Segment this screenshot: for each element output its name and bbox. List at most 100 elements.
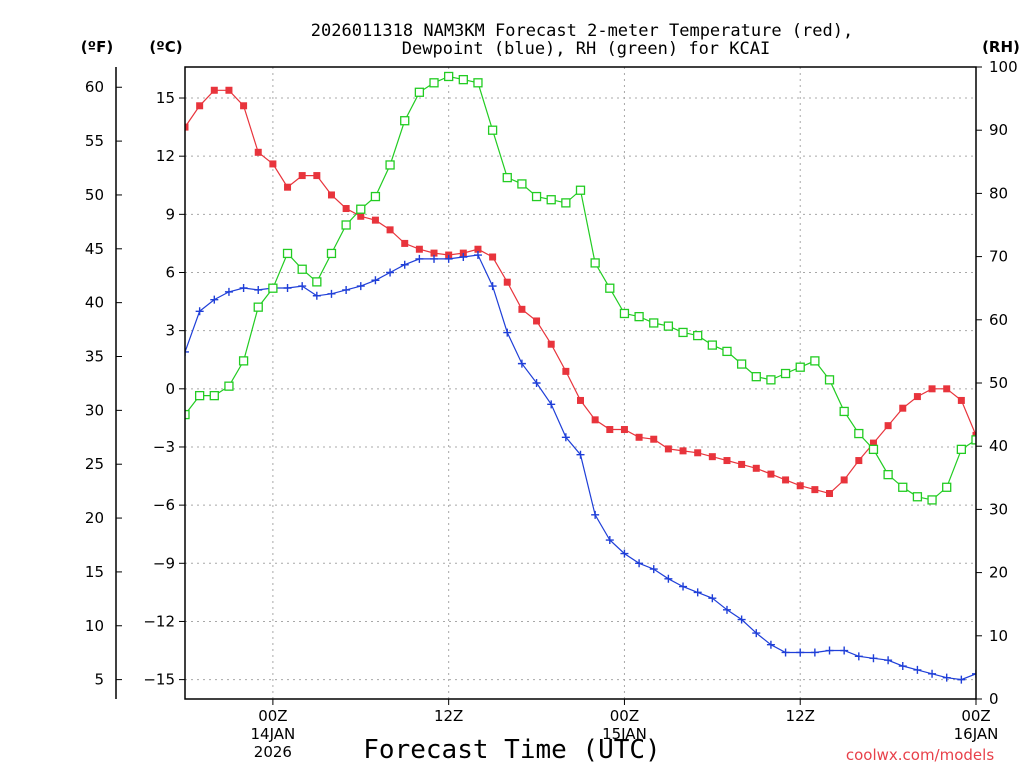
dewpoint-point	[254, 285, 263, 294]
rh-point	[927, 495, 937, 505]
rh-point	[956, 444, 967, 455]
dewpoint-point	[840, 646, 849, 655]
chart-title-line2: Dewpoint (blue), RH (green) for KCAI	[402, 39, 770, 59]
rh-point	[546, 195, 556, 205]
temperature-point	[196, 102, 204, 110]
dewpoint-point	[473, 251, 482, 260]
dewpoint-point	[195, 307, 204, 316]
temperature-point	[547, 340, 555, 348]
dewpoint-point	[371, 276, 380, 285]
rh-point	[561, 198, 571, 208]
rh-tick-label: 90	[989, 121, 1008, 139]
temperature-point	[811, 486, 819, 494]
rh-point	[356, 204, 366, 214]
dewpoint-point	[185, 347, 189, 356]
rh-tick-label: 60	[989, 311, 1008, 329]
dewpoint-point	[649, 565, 658, 574]
series-line-rh	[185, 75, 976, 501]
celsius-tick-label: 9	[165, 205, 175, 223]
rh-point	[883, 469, 893, 480]
temperature-point	[752, 464, 760, 472]
fahrenheit-tick-label: 20	[85, 509, 104, 527]
temperature-point	[298, 172, 306, 180]
temperature-point	[577, 396, 584, 404]
temperature-point	[269, 160, 277, 168]
celsius-tick-label: 12	[156, 147, 175, 165]
temperature-point	[869, 439, 877, 447]
celsius-tick-label: −6	[153, 496, 175, 514]
rh-point	[912, 492, 923, 502]
celsius-tick-label: −3	[153, 438, 175, 456]
x-axis-title: Forecast Time (UTC)	[363, 735, 660, 765]
rh-point	[531, 191, 542, 202]
dewpoint-point	[605, 536, 614, 545]
dewpoint-point	[1016, 652, 1024, 660]
dewpoint-point	[942, 673, 951, 682]
rh-point	[385, 160, 395, 170]
dewpoint-point	[283, 284, 292, 293]
rh-point	[707, 340, 717, 350]
temperature-point	[240, 102, 248, 110]
dewpoint-point	[722, 605, 731, 614]
dewpoint-point	[664, 574, 673, 583]
temperature-point	[357, 212, 365, 220]
dewpoint-point	[444, 254, 453, 263]
rh-point	[987, 411, 995, 419]
dewpoint-point	[884, 656, 893, 665]
fahrenheit-tick-label: 50	[85, 186, 104, 204]
temperature-point	[620, 426, 628, 434]
rh-point	[414, 87, 425, 97]
dewpoint-point	[928, 669, 937, 678]
time-tick-label: 00Z	[610, 707, 639, 725]
rh-point	[839, 406, 849, 417]
dewpoint-point	[298, 282, 307, 291]
temperature-point	[503, 278, 511, 286]
dewpoint-point	[810, 648, 819, 657]
rh-point	[194, 390, 205, 401]
dewpoint-point	[210, 295, 219, 304]
dewpoint-point	[400, 260, 409, 269]
temperature-point	[679, 447, 687, 455]
fahrenheit-tick-label: 40	[85, 294, 104, 312]
rh-point	[400, 116, 410, 126]
celsius-tick-label: 6	[165, 263, 175, 281]
temperature-point	[562, 367, 570, 375]
dewpoint-point	[752, 629, 761, 638]
temperature-point	[313, 172, 321, 180]
rh-point	[736, 359, 747, 369]
rh-point	[898, 482, 908, 492]
time-tick-label: 00Z	[961, 707, 990, 725]
rh-point	[370, 191, 381, 202]
celsius-tick-label: 0	[165, 380, 175, 398]
fahrenheit-tick-label: 60	[85, 78, 104, 96]
dewpoint-point	[913, 665, 922, 674]
axis-ticks-group: 15129630−3−6−9−12−1560555045403530252015…	[85, 58, 1018, 761]
celsius-tick-label: −12	[143, 612, 175, 630]
dewpoint-point	[356, 282, 365, 291]
celsius-tick-label: −9	[153, 554, 175, 572]
series-group	[185, 71, 1024, 684]
dewpoint-point	[825, 646, 834, 655]
rh-point	[209, 390, 219, 401]
dewpoint-point	[488, 282, 497, 291]
dewpoint-point	[503, 328, 512, 337]
dewpoint-point	[1001, 658, 1009, 666]
dewpoint-point	[869, 654, 878, 663]
rh-point	[795, 362, 805, 372]
fahrenheit-tick-label: 15	[85, 563, 104, 581]
series-line-dewpoint	[185, 254, 976, 681]
rh-tick-label: 20	[989, 564, 1008, 582]
dewpoint-point	[957, 675, 966, 684]
fahrenheit-tick-label: 35	[85, 348, 104, 366]
dewpoint-point	[854, 652, 863, 661]
dewpoint-point	[532, 379, 541, 387]
rh-point	[268, 283, 278, 293]
temperature-point	[386, 226, 394, 234]
rh-point	[238, 356, 249, 366]
rh-point	[722, 346, 732, 357]
time-tick-label: 12Z	[786, 707, 815, 725]
temperature-point	[371, 216, 379, 224]
dewpoint-point	[635, 559, 644, 568]
temperature-point	[401, 239, 409, 247]
